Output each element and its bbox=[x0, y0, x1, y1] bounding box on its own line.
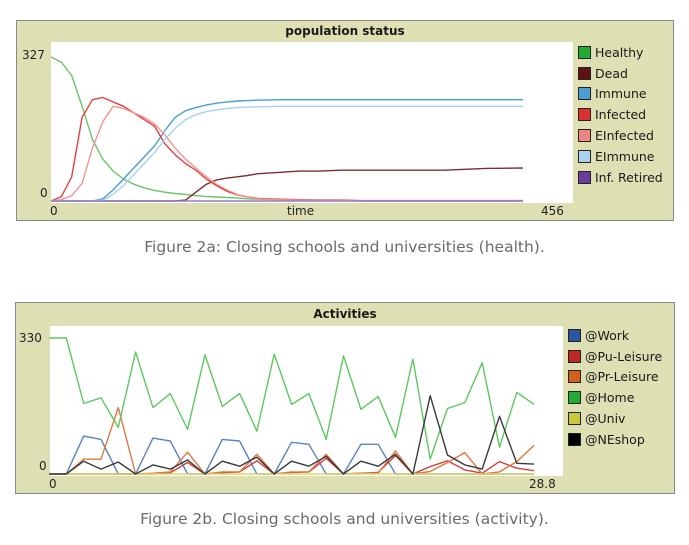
legend-label: Infected bbox=[595, 107, 647, 123]
legend-label: @Pr-Leisure bbox=[585, 369, 659, 385]
legend: Healthy Dead Immune Infected EInfected EImmun… bbox=[578, 42, 663, 188]
plot-area bbox=[50, 326, 563, 476]
plot-area bbox=[51, 42, 573, 203]
legend-label: EImmune bbox=[595, 148, 655, 164]
legend-label: Healthy bbox=[595, 44, 644, 60]
chart-panel-population-status: population status 327 0 0 time 456 Healt… bbox=[16, 20, 674, 221]
legend-item-immune: Immune bbox=[578, 84, 663, 105]
chart-title: population status bbox=[285, 24, 405, 38]
legend-swatch-icon bbox=[568, 412, 581, 426]
series-line-home bbox=[49, 337, 535, 460]
legend-item-eimmune: EImmune bbox=[578, 146, 663, 167]
legend-item-infected: Infected bbox=[578, 104, 663, 125]
x-max-label: 456 bbox=[541, 204, 564, 218]
y-min-label: 0 bbox=[39, 459, 47, 473]
legend-swatch-icon bbox=[568, 432, 581, 446]
x-max-label: 28.8 bbox=[529, 477, 556, 491]
legend-item-home: @Home bbox=[568, 387, 662, 408]
legend-label: Immune bbox=[595, 86, 647, 102]
legend-swatch-icon bbox=[578, 66, 591, 80]
legend-swatch-icon bbox=[568, 328, 581, 342]
legend-label: Dead bbox=[595, 65, 628, 81]
series-line-neshop bbox=[49, 395, 535, 475]
figure-caption-2b: Figure 2b. Closing schools and universit… bbox=[140, 510, 549, 528]
legend-swatch-icon bbox=[578, 108, 591, 122]
legend-item-healthy: Healthy bbox=[578, 42, 663, 63]
x-axis-label: time bbox=[287, 204, 315, 218]
legend-label: @Work bbox=[585, 327, 630, 343]
legend-item-work: @Work bbox=[568, 325, 662, 346]
legend-swatch-icon bbox=[568, 349, 581, 363]
legend-swatch-icon bbox=[578, 87, 591, 101]
chart-title: Activities bbox=[313, 307, 377, 321]
legend-label: @Pu-Leisure bbox=[585, 348, 663, 364]
legend-swatch-icon bbox=[578, 129, 591, 143]
legend-item-pu-leisure: @Pu-Leisure bbox=[568, 346, 662, 367]
figure-caption-2a: Figure 2a: Closing schools and universit… bbox=[144, 238, 545, 256]
legend-item-dead: Dead bbox=[578, 63, 663, 84]
legend-swatch-icon bbox=[578, 45, 591, 59]
legend-label: @Univ bbox=[585, 411, 626, 427]
legend-swatch-icon bbox=[568, 391, 581, 405]
legend: @Work @Pu-Leisure @Pr-Leisure @Home @Univ @NE… bbox=[568, 325, 662, 450]
legend-swatch-icon bbox=[578, 170, 591, 184]
y-max-label: 330 bbox=[19, 331, 42, 345]
legend-swatch-icon bbox=[568, 370, 581, 384]
x-min-label: 0 bbox=[50, 204, 58, 218]
x-min-label: 0 bbox=[49, 477, 57, 491]
legend-label: @Home bbox=[585, 390, 635, 406]
legend-label: @NEshop bbox=[585, 431, 645, 447]
legend-label: EInfected bbox=[595, 128, 654, 144]
legend-item-neshop: @NEshop bbox=[568, 429, 662, 450]
legend-label: Inf. Retired bbox=[595, 169, 663, 185]
series-line-eimmune bbox=[51, 105, 523, 202]
legend-swatch-icon bbox=[578, 149, 591, 163]
legend-item-einfected: EInfected bbox=[578, 125, 663, 146]
legend-item-pr-leisure: @Pr-Leisure bbox=[568, 367, 662, 388]
series-line-pr-leisure bbox=[49, 406, 535, 475]
y-max-label: 327 bbox=[22, 48, 45, 62]
series-line-immune bbox=[51, 98, 523, 202]
legend-item-inf-retired: Inf. Retired bbox=[578, 167, 663, 188]
legend-item-univ: @Univ bbox=[568, 408, 662, 429]
y-min-label: 0 bbox=[40, 186, 48, 200]
